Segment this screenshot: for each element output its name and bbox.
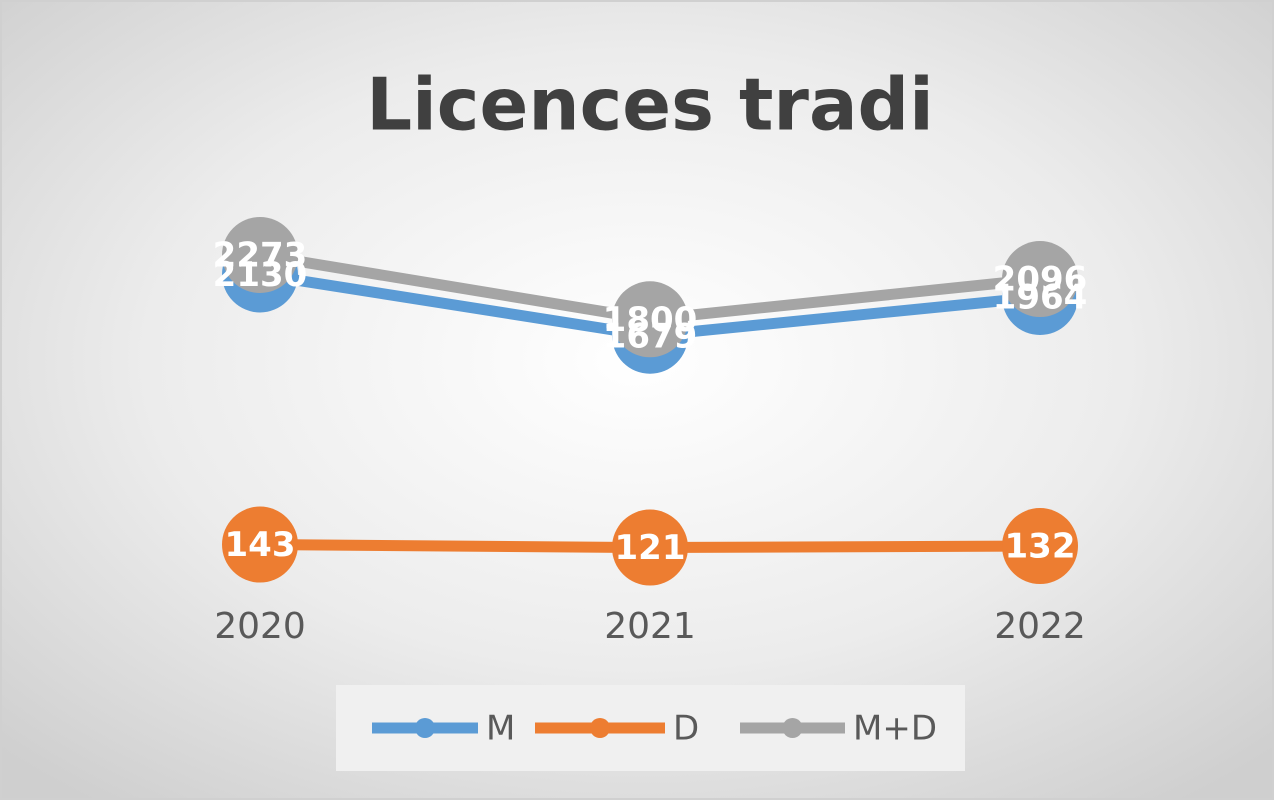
data-point [612,509,688,586]
data-point [222,506,298,583]
data-label: 2130 [213,255,308,295]
data-point [1002,508,1078,585]
legend-marker [782,718,803,738]
data-label: 132 [1005,527,1076,567]
legend-marker [590,718,610,738]
x-tick-label: 2022 [994,606,1086,647]
data-label: 121 [615,528,686,568]
data-label: 143 [225,525,296,565]
data-label: 2096 [993,260,1088,300]
data-point [1002,241,1078,318]
x-tick-label: 2021 [604,606,696,647]
legend-marker [415,718,435,738]
data-label: 2273 [213,236,308,276]
data-point [222,217,298,293]
legend-label: M+D [853,709,937,749]
chart-title: Licences tradi [366,63,934,147]
data-label: 1964 [993,278,1088,318]
data-label: 1679 [603,316,698,356]
data-point [612,281,688,358]
legend-label: M [486,709,515,749]
x-tick-label: 2020 [214,606,306,647]
data-label: 1800 [603,300,698,340]
legend-label: D [673,709,699,749]
